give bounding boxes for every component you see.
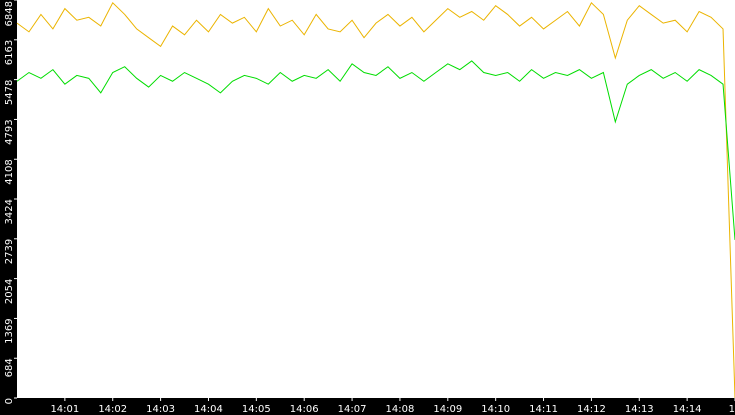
y-tick-label: 5478 xyxy=(4,80,15,105)
x-tick-label: 14:13 xyxy=(625,404,654,415)
x-tick-label: 14:09 xyxy=(433,404,462,415)
x-tick-label: 14:02 xyxy=(98,404,127,415)
x-tick-label: 14:07 xyxy=(338,404,367,415)
x-tick-label: 14:14 xyxy=(673,404,702,415)
y-tick-label: 4108 xyxy=(4,159,15,184)
y-tick-label: 684 xyxy=(4,358,15,377)
x-tick-label: 14:03 xyxy=(146,404,175,415)
x-tick-label: 14:05 xyxy=(242,404,271,415)
x-tick-label: 14:01 xyxy=(50,404,79,415)
x-tick-label: 14:04 xyxy=(194,404,223,415)
y-tick-label: 6163 xyxy=(4,40,15,65)
x-tick-label: 14 xyxy=(729,404,735,415)
x-tick-label: 14:10 xyxy=(481,404,510,415)
x-tick-label: 14:11 xyxy=(529,404,558,415)
series-line xyxy=(16,1,735,399)
y-tick-label: 2054 xyxy=(4,279,15,304)
y-tick-label: 3424 xyxy=(4,199,15,224)
y-tick-label: 4793 xyxy=(4,119,15,144)
y-tick-label: 6848 xyxy=(4,1,15,26)
x-tick-label: 14:08 xyxy=(386,404,415,415)
y-tick-label: 2739 xyxy=(4,239,15,264)
plot-area xyxy=(17,0,735,398)
x-tick-label: 14:06 xyxy=(290,404,319,415)
series-line xyxy=(16,60,735,240)
y-tick-label: 0 xyxy=(4,398,15,404)
x-tick-label: 14:12 xyxy=(577,404,606,415)
y-tick-label: 1369 xyxy=(4,318,15,343)
